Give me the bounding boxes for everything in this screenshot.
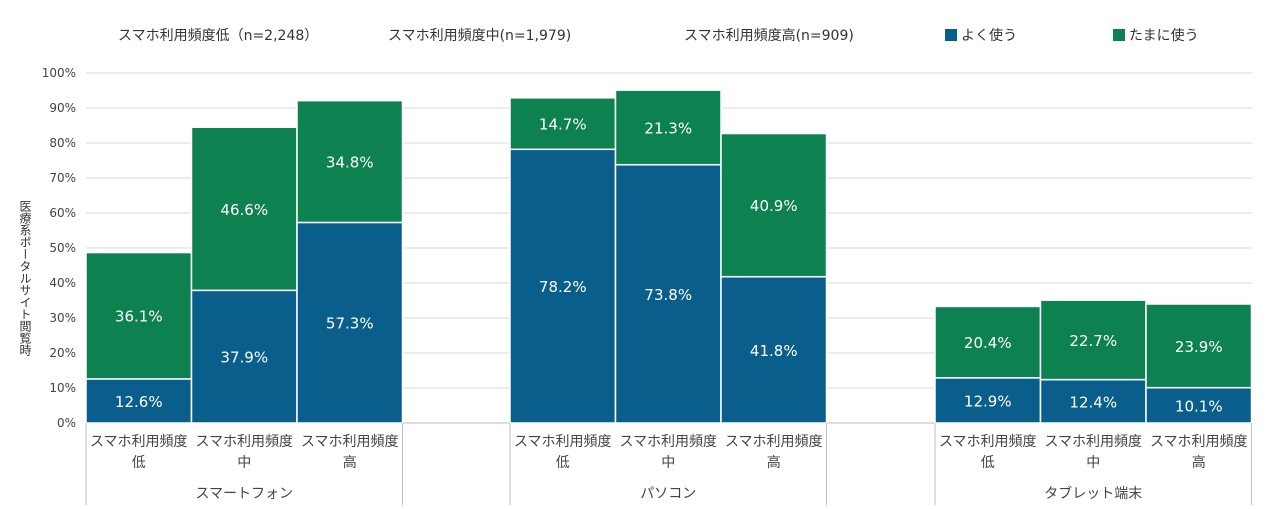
data-label: 20.4%: [964, 334, 1012, 352]
data-label: 23.9%: [1175, 338, 1223, 356]
y-tick-label: 90%: [49, 101, 76, 115]
legend-swatch-often: [945, 29, 957, 41]
y-tick-label: 100%: [42, 66, 76, 80]
x-subcategory-label: 中: [1086, 455, 1100, 471]
x-subcategory-label: 中: [661, 455, 675, 471]
legend-swatch-sometimes: [1113, 29, 1125, 41]
y-tick-label: 60%: [49, 206, 76, 220]
data-label: 14.7%: [539, 116, 587, 134]
bar-segment-often: [1145, 386, 1253, 424]
header-label-high: スマホ利用頻度高(n=909): [684, 28, 854, 44]
header-label-mid: スマホ利用頻度中(n=1,979): [388, 28, 572, 44]
data-label: 78.2%: [539, 278, 587, 296]
y-tick-label: 20%: [49, 346, 76, 360]
y-tick-label: 40%: [49, 276, 76, 290]
x-subcategory-label: スマホ利用頻度: [1044, 434, 1142, 450]
x-subcategory-label: 低: [981, 455, 995, 471]
bar-segment-often: [934, 377, 1042, 424]
legend-label-often: よく使う: [961, 28, 1017, 44]
data-label: 12.9%: [964, 392, 1012, 410]
x-subcategory-label: スマホ利用頻度: [619, 434, 717, 450]
bar-segment-sometimes: [720, 132, 828, 278]
data-label: 40.9%: [750, 197, 798, 215]
bar-segment-sometimes: [296, 99, 404, 224]
data-label: 10.1%: [1175, 397, 1223, 415]
bar-segment-sometimes: [934, 305, 1042, 379]
x-subcategory-label: 中: [237, 455, 251, 471]
y-tick-label: 50%: [49, 241, 76, 255]
data-label: 12.4%: [1069, 393, 1117, 411]
bar-segment-sometimes: [614, 89, 722, 166]
bar-segment-often: [296, 221, 404, 424]
data-label: 57.3%: [326, 315, 374, 333]
data-label: 22.7%: [1069, 332, 1117, 350]
x-subcategory-label: 低: [556, 455, 570, 471]
x-subcategory-label: スマホ利用頻度: [939, 434, 1037, 450]
x-subcategory-label: スマホ利用頻度: [301, 434, 399, 450]
x-subcategory-label: スマホ利用頻度: [90, 434, 188, 450]
x-subcategory-label: 低: [132, 455, 146, 471]
x-subcategory-label: スマホ利用頻度: [1150, 434, 1248, 450]
legend-label-sometimes: たまに使う: [1129, 28, 1199, 44]
x-subcategory-label: 高: [1192, 454, 1206, 471]
bar-segment-often: [614, 163, 722, 424]
x-subcategory-label: スマホ利用頻度: [195, 434, 293, 450]
header-label-low: スマホ利用頻度低（n=2,248）: [118, 28, 319, 44]
legend-item-often: よく使う: [945, 25, 1017, 45]
y-tick-label: 10%: [49, 381, 76, 395]
x-subcategory-label: スマホ利用頻度: [514, 434, 612, 450]
x-subcategory-label: 高: [767, 454, 781, 471]
data-label: 46.6%: [220, 201, 268, 219]
bar-segment-sometimes: [85, 251, 193, 380]
x-subcategory-label: スマホ利用頻度: [725, 434, 823, 450]
x-group-label: スマートフォン: [195, 486, 293, 502]
y-tick-label: 70%: [49, 171, 76, 185]
y-axis-label: 医療系ポータルサイト閲覧時: [18, 200, 32, 356]
y-tick-label: 30%: [49, 311, 76, 325]
x-group-label: パソコン: [640, 486, 696, 502]
bar-segment-sometimes: [509, 97, 617, 151]
data-label: 41.8%: [750, 342, 798, 360]
data-label: 36.1%: [115, 308, 163, 326]
bar-segment-sometimes: [1145, 303, 1253, 389]
bar-segment-sometimes: [1039, 299, 1147, 381]
data-label: 21.3%: [644, 119, 692, 137]
x-group-label: タブレット端末: [1044, 485, 1142, 502]
y-tick-label: 0%: [57, 416, 76, 430]
data-label: 73.8%: [644, 286, 692, 304]
x-subcategory-label: 高: [343, 454, 357, 471]
bar-segment-often: [509, 148, 617, 424]
data-label: 12.6%: [115, 393, 163, 411]
data-label: 37.9%: [220, 349, 268, 367]
legend-item-sometimes: たまに使う: [1113, 25, 1199, 45]
data-label: 34.8%: [326, 154, 374, 172]
y-tick-label: 80%: [49, 136, 76, 150]
bar-segment-sometimes: [190, 126, 298, 292]
